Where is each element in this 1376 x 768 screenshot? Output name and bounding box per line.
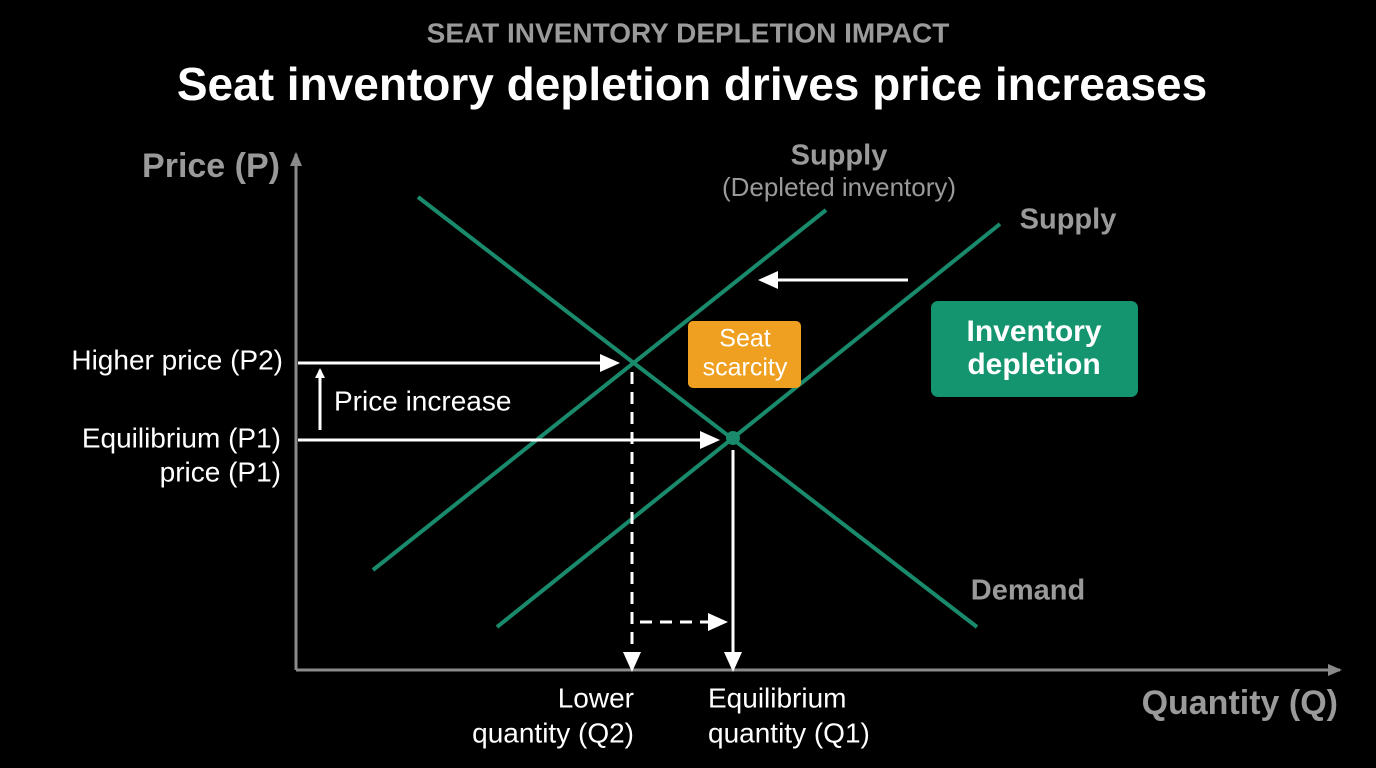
y-axis-label: Price (P)	[142, 147, 280, 185]
supply-label: Supply	[1020, 204, 1117, 236]
supply-depleted-sublabel: (Depleted inventory)	[722, 172, 956, 202]
q1-label: quantity (Q1)	[708, 717, 870, 748]
demand-curve	[416, 195, 979, 629]
x-axis-label: Quantity (Q)	[1142, 684, 1338, 722]
inventory-depletion-box	[931, 301, 1138, 397]
supply-depleted-label: Supply	[791, 140, 888, 172]
price-increase-label: Price increase	[334, 385, 511, 416]
equilibrium-point	[726, 431, 740, 445]
eyebrow: SEAT INVENTORY DEPLETION IMPACT	[427, 17, 950, 48]
p1-label: price (P1)	[160, 456, 281, 487]
p1-label: Equilibrium (P1)	[82, 422, 281, 453]
seat-scarcity-label: Seat	[719, 325, 770, 353]
supply-curve	[495, 222, 1002, 629]
seat-scarcity-box	[688, 321, 801, 388]
supply-depleted-curve	[371, 208, 828, 572]
inventory-depletion-label: depletion	[967, 348, 1100, 381]
q1-label: Equilibrium	[708, 682, 847, 713]
demand-label: Demand	[971, 575, 1085, 607]
seat-scarcity-label: scarcity	[703, 354, 788, 382]
inventory-depletion-label: Inventory	[966, 315, 1101, 348]
title: Seat inventory depletion drives price in…	[177, 58, 1207, 110]
q2-label: quantity (Q2)	[472, 717, 634, 748]
p2-label: Higher price (P2)	[71, 344, 283, 375]
q2-label: Lower	[558, 682, 634, 713]
